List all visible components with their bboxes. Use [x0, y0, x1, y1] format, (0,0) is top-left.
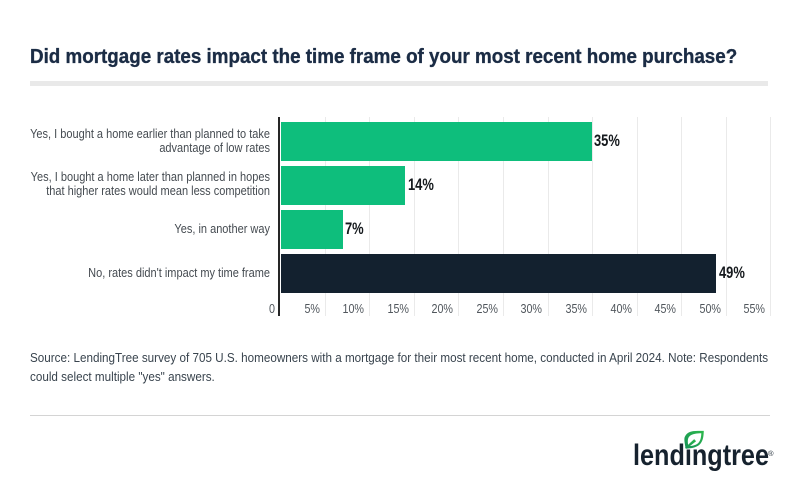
svg-text:lendıngtree: lendıngtree — [633, 439, 769, 472]
svg-text:®: ® — [768, 449, 774, 458]
